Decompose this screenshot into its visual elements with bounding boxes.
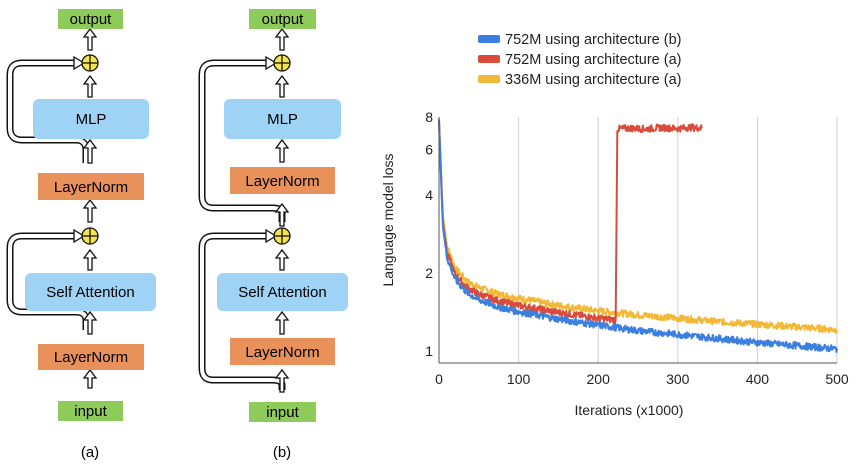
output-box-a (58, 9, 123, 29)
arrow-b-4 (274, 202, 290, 227)
self-attention-box-b (217, 273, 348, 311)
series-line (438, 119, 703, 324)
mlp-box-a (33, 99, 149, 139)
x-tick-label: 300 (666, 371, 690, 387)
y-tick-label: 6 (425, 141, 433, 157)
layernorm-top-label-b: LayerNorm (245, 173, 319, 190)
arrow-a-2 (82, 310, 98, 335)
arrow-b-3 (274, 248, 290, 271)
y-tick-label: 8 (425, 109, 433, 125)
x-tick-label: 500 (825, 371, 849, 387)
mlp-label-b: MLP (267, 111, 298, 128)
plus-node-top-b (273, 54, 291, 72)
residual-loop-top-b (198, 59, 286, 222)
series-line (438, 118, 838, 334)
arrow-b-2 (274, 310, 290, 335)
input-label-a: input (74, 403, 107, 420)
arrow-a-3 (82, 248, 98, 271)
arrow-b-5 (274, 138, 290, 163)
legend-label: 336M using architecture (a) (505, 72, 682, 88)
arrow-a-7 (82, 27, 98, 51)
diagram-b-group: output MLP LayerNorm Self Attention Laye… (198, 9, 348, 461)
legend-label: 752M using architecture (a) (505, 52, 682, 68)
legend-label: 752M using architecture (b) (505, 32, 682, 48)
series-line (438, 119, 838, 353)
y-tick-label: 1 (425, 343, 433, 359)
residual-loop-bottom-a (6, 232, 90, 330)
input-box-b (249, 402, 316, 422)
chart-series (438, 118, 838, 353)
plus-node-bottom-b (273, 227, 291, 245)
x-axis-label: Iterations (x1000) (575, 402, 684, 418)
chart-axes: 0 100 200 300 400 500 1 2 4 6 8 (425, 109, 849, 387)
arrow-a-4 (82, 198, 98, 223)
x-tick-label: 400 (746, 371, 770, 387)
output-box-b (249, 9, 316, 29)
arrow-a-6 (82, 74, 98, 98)
plus-node-bottom-a (81, 227, 99, 245)
output-label-b: output (262, 11, 305, 28)
layernorm-bottom-label-a: LayerNorm (54, 349, 128, 366)
legend-swatch (478, 75, 500, 83)
arrow-a-5 (82, 138, 98, 164)
input-label-b: input (266, 404, 299, 421)
output-label-a: output (70, 11, 113, 28)
mlp-box-b (224, 99, 341, 139)
layernorm-top-box-a (38, 173, 144, 200)
y-tick-label: 4 (425, 187, 433, 203)
diagram-a-group: output MLP LayerNorm Self Attention Laye… (6, 9, 156, 461)
y-axis-label: Language model loss (380, 153, 396, 286)
layernorm-top-box-b (230, 167, 335, 194)
layernorm-top-label-a: LayerNorm (54, 179, 128, 196)
input-box-a (58, 401, 123, 421)
chart-legend: 752M using architecture (b) 752M using ar… (478, 32, 682, 88)
caption-a: (a) (81, 444, 99, 461)
self-attention-label-a: Self Attention (46, 284, 134, 301)
x-tick-label: 100 (507, 371, 531, 387)
y-tick-label: 2 (425, 265, 433, 281)
arrow-b-6 (274, 74, 290, 98)
arrow-b-7 (274, 27, 290, 51)
self-attention-label-b: Self Attention (238, 284, 326, 301)
layernorm-bottom-box-a (38, 344, 144, 370)
legend-swatch (478, 35, 500, 43)
legend-swatch (478, 55, 500, 63)
x-tick-label: 0 (435, 371, 443, 387)
mlp-label-a: MLP (76, 111, 107, 128)
layernorm-bottom-box-b (230, 338, 335, 365)
plus-node-top-a (81, 54, 99, 72)
self-attention-box-a (25, 273, 156, 311)
caption-b: (b) (273, 444, 291, 461)
residual-loop-bottom-b (198, 232, 286, 390)
loss-chart: 752M using architecture (b) 752M using ar… (380, 32, 849, 418)
arrow-a-1 (82, 368, 98, 389)
x-tick-label: 200 (587, 371, 611, 387)
arrow-b-1 (274, 368, 290, 393)
layernorm-bottom-label-b: LayerNorm (245, 344, 319, 361)
residual-loop-top-a (6, 59, 90, 163)
